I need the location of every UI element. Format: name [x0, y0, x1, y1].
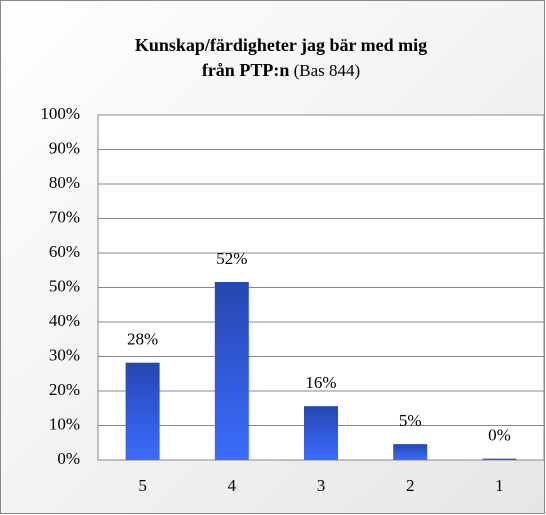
- x-tick-label: 2: [406, 476, 415, 495]
- bar: [214, 281, 249, 460]
- y-tick-label: 30%: [49, 345, 80, 364]
- chart-title: Kunskap/färdigheter jag bär med mig: [135, 35, 427, 55]
- chart-title: från PTP:n: [202, 60, 290, 80]
- chart-subtitle: (Bas 844): [294, 61, 361, 80]
- x-tick-label: 3: [317, 476, 326, 495]
- x-tick-label: 5: [138, 476, 147, 495]
- bar: [125, 362, 160, 460]
- value-label: 16%: [305, 373, 336, 392]
- y-tick-label: 0%: [57, 449, 80, 468]
- value-label: 52%: [216, 249, 247, 268]
- y-tick-label: 60%: [49, 242, 80, 261]
- y-tick-label: 100%: [40, 104, 80, 123]
- y-tick-label: 20%: [49, 380, 80, 399]
- bar: [304, 406, 338, 460]
- y-tick-label: 40%: [49, 311, 80, 330]
- value-label: 28%: [127, 330, 158, 349]
- y-tick-label: 50%: [49, 276, 80, 295]
- value-label: 5%: [399, 411, 422, 430]
- x-tick-label: 1: [495, 476, 504, 495]
- x-tick-label: 4: [228, 476, 237, 495]
- value-label: 0%: [488, 426, 511, 445]
- bar: [482, 458, 517, 460]
- bar: [393, 444, 428, 460]
- y-tick-label: 10%: [49, 414, 80, 433]
- y-tick-label: 70%: [49, 207, 80, 226]
- y-tick-label: 90%: [49, 138, 80, 157]
- y-tick-label: 80%: [49, 173, 80, 192]
- chart-title-line: från PTP:n (Bas 844): [202, 60, 360, 80]
